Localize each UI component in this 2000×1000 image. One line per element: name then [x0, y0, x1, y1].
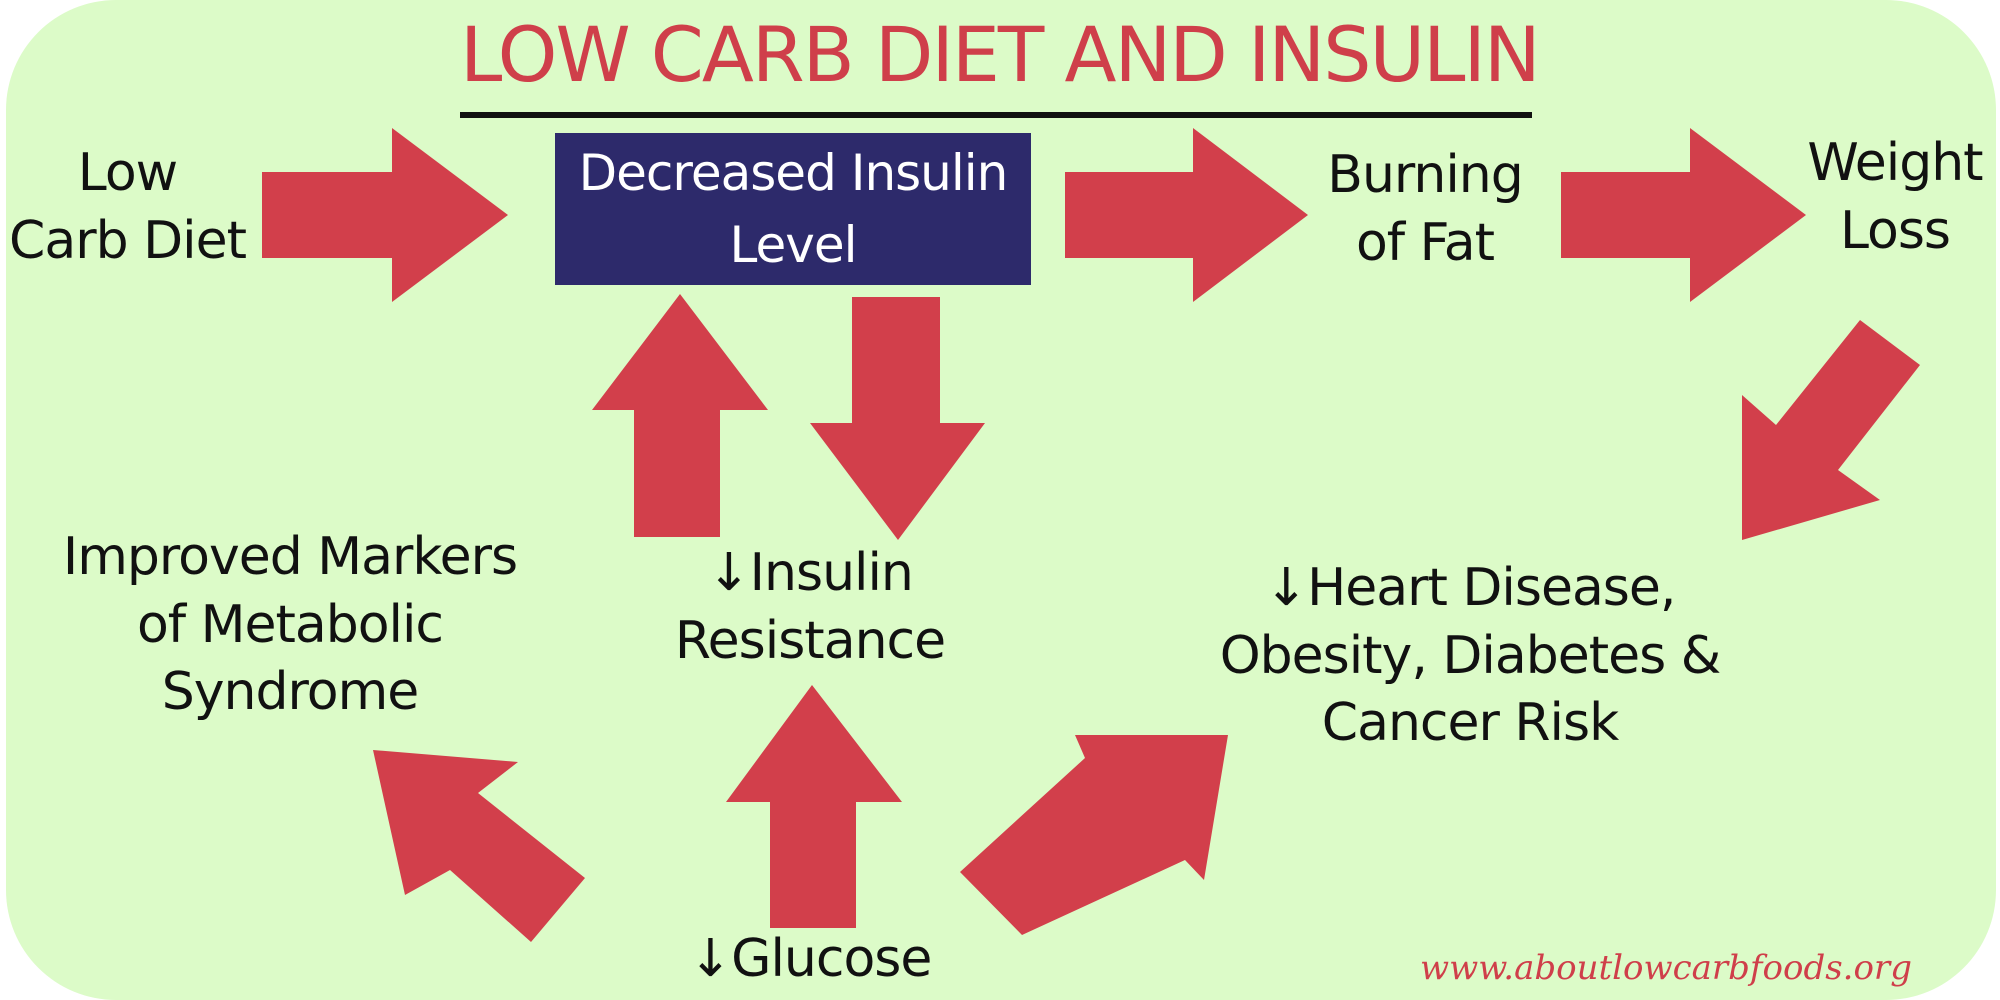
- node-heart-disease-line-2: Obesity, Diabetes &: [1219, 625, 1722, 686]
- title-underline: [460, 112, 1532, 118]
- node-insulin-resistance-line-2: Resistance: [674, 610, 946, 671]
- node-heart-disease-line-1: ↓Heart Disease,: [1264, 558, 1677, 618]
- node-improved-markers-line-2: of Metabolic: [136, 594, 444, 655]
- node-burning-of-fat-line-1: Burning: [1327, 145, 1523, 205]
- diagram-title: LOW CARB DIET AND INSULIN: [460, 10, 1541, 99]
- arrow-fat-to-weightloss: [1561, 128, 1806, 302]
- node-decreased-insulin-level: Decreased Insulin Level: [555, 133, 1031, 285]
- arrow-weightloss-to-heart: [1742, 320, 1920, 540]
- arrow-diet-to-insulin: [262, 128, 508, 302]
- node-improved-markers-line-1: Improved Markers: [62, 527, 518, 587]
- node-decreased-insulin-line-2: Level: [729, 216, 858, 274]
- website-watermark: www.aboutlowcarbfoods.org: [1420, 948, 1912, 988]
- node-glucose: ↓Glucose: [660, 926, 960, 994]
- node-weight-loss-line-2: Loss: [1839, 200, 1951, 261]
- node-low-carb-diet-line-2: Carb Diet: [9, 210, 247, 271]
- node-low-carb-diet: Low Carb Diet: [0, 140, 255, 275]
- arrow-glucose-to-markers: [373, 750, 585, 942]
- node-decreased-insulin-line-1: Decreased Insulin: [578, 143, 1009, 202]
- arrow-insulin-to-fat: [1065, 128, 1308, 302]
- arrow-glucose-to-resistance: [726, 685, 902, 928]
- arrow-glucose-to-heart: [960, 735, 1228, 935]
- arrow-resistance-to-insulin: [592, 294, 768, 537]
- arrow-insulin-to-resistance: [810, 297, 985, 540]
- node-weight-loss: Weight Loss: [1775, 130, 2000, 265]
- node-glucose-line-1: ↓Glucose: [688, 929, 933, 989]
- node-burning-of-fat: Burning of Fat: [1300, 142, 1550, 277]
- node-improved-markers: Improved Markers of Metabolic Syndrome: [40, 524, 540, 727]
- node-insulin-resistance-line-1: ↓Insulin: [707, 543, 914, 603]
- node-heart-disease-risk: ↓Heart Disease, Obesity, Diabetes & Canc…: [1180, 555, 1760, 758]
- node-weight-loss-line-1: Weight: [1807, 133, 1983, 193]
- node-improved-markers-line-3: Syndrome: [161, 662, 419, 723]
- node-burning-of-fat-line-2: of Fat: [1355, 212, 1495, 273]
- node-low-carb-diet-line-1: Low: [77, 143, 178, 203]
- node-heart-disease-line-3: Cancer Risk: [1321, 693, 1619, 754]
- node-insulin-resistance: ↓Insulin Resistance: [660, 540, 960, 675]
